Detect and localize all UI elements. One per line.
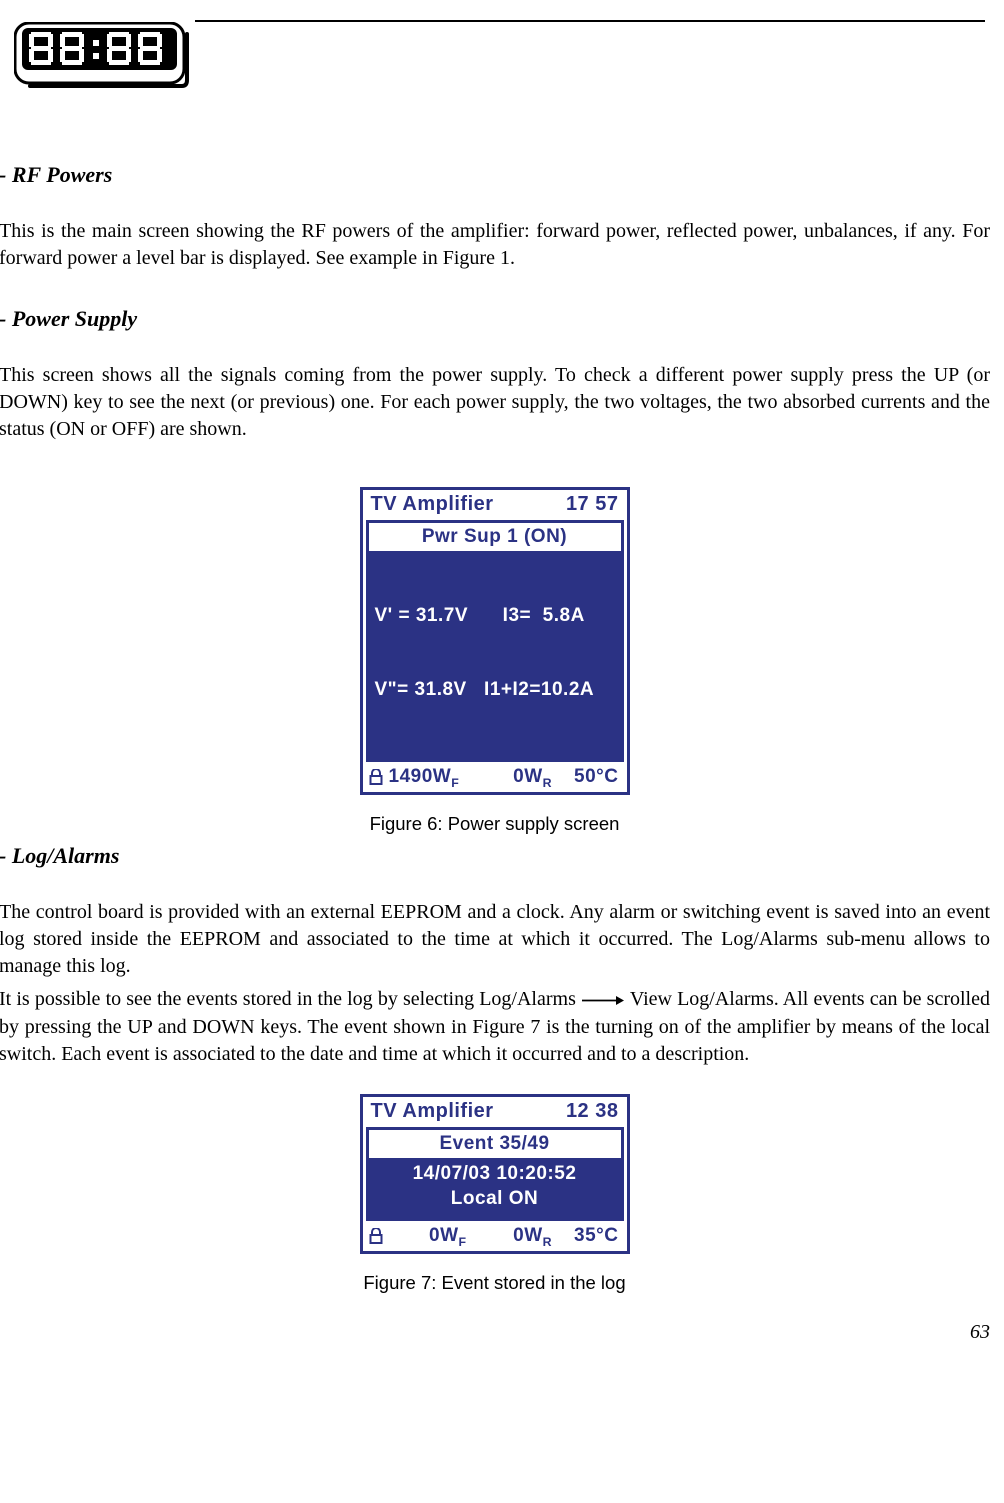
figure-6: TV Amplifier 17 57 Pwr Sup 1 (ON) V' = 3…: [0, 487, 990, 835]
lcd-line2: V"= 31.8V I1+I2=10.2A: [375, 678, 615, 703]
lcd-temperature: 35°C: [574, 1225, 618, 1247]
lcd-subtitle: Event 35/49: [369, 1130, 621, 1158]
lcd-line1: V' = 31.7V I3= 5.8A: [375, 604, 615, 629]
lock-icon: [369, 1228, 383, 1244]
lcd-subtitle: Pwr Sup 1 (ON): [369, 523, 621, 551]
paragraph-log-1: The control board is provided with an ex…: [0, 899, 990, 980]
figure-7: TV Amplifier 12 38 Event 35/49 14/07/03 …: [0, 1094, 990, 1294]
lcd-title: TV Amplifier: [371, 493, 494, 516]
heading-log-alarms: - Log/Alarms: [0, 843, 990, 869]
heading-rf-powers: - RF Powers: [0, 162, 990, 188]
heading-power-supply: - Power Supply: [0, 306, 990, 332]
lcd-reflected-power: 0WR: [513, 766, 552, 790]
lock-icon: [369, 769, 383, 785]
lcd-reflected-power: 0WR: [513, 1225, 552, 1249]
lcd-title: TV Amplifier: [371, 1100, 494, 1123]
header-rule: [195, 20, 985, 22]
figure-6-caption: Figure 6: Power supply screen: [0, 813, 990, 835]
lcd-time: 12 38: [566, 1100, 619, 1123]
lcd-forward-power: 0WF: [389, 1225, 508, 1249]
paragraph-ps: This screen shows all the signals coming…: [0, 362, 990, 443]
lcd-screen-event-log: TV Amplifier 12 38 Event 35/49 14/07/03 …: [360, 1094, 630, 1254]
paragraph-log-2: It is possible to see the events stored …: [0, 986, 990, 1068]
lcd-temperature: 50°C: [574, 766, 618, 788]
page-number: 63: [970, 1321, 990, 1344]
arrow-right-icon: [582, 987, 624, 1014]
lcd-screen-power-supply: TV Amplifier 17 57 Pwr Sup 1 (ON) V' = 3…: [360, 487, 630, 795]
lcd-line1: 14/07/03 10:20:52: [375, 1162, 615, 1187]
lcd-forward-power: 1490WF: [389, 766, 508, 790]
lcd-line2: Local ON: [375, 1187, 615, 1212]
lcd-clock-icon: [14, 22, 189, 94]
lcd-time: 17 57: [566, 493, 619, 516]
figure-7-caption: Figure 7: Event stored in the log: [0, 1272, 990, 1294]
paragraph-rf: This is the main screen showing the RF p…: [0, 218, 990, 272]
